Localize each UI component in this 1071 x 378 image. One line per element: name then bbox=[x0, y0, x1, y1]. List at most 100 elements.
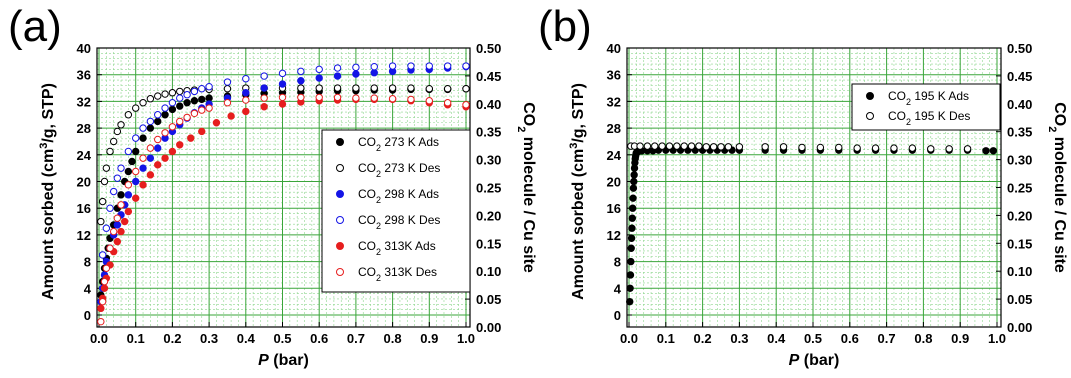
data-point bbox=[187, 134, 195, 142]
y2-tick-label: 0.10 bbox=[476, 264, 501, 279]
data-point bbox=[198, 85, 206, 93]
data-point bbox=[352, 70, 360, 78]
data-point bbox=[176, 141, 184, 149]
legend: CO2 273 K Ads CO2 273 K Des CO2 298 K Ads C… bbox=[321, 129, 471, 293]
y-tick-label: 0 bbox=[84, 308, 91, 323]
data-point bbox=[176, 87, 184, 96]
y-tick-label: 12 bbox=[607, 228, 621, 243]
data-point bbox=[198, 95, 206, 104]
data-point bbox=[462, 101, 470, 109]
data-point bbox=[223, 78, 232, 86]
y2-tick-label: 0.20 bbox=[1007, 208, 1032, 223]
data-point bbox=[117, 191, 125, 199]
y-tick-label: 36 bbox=[77, 68, 91, 83]
data-point bbox=[113, 127, 122, 136]
data-point bbox=[643, 142, 652, 150]
x-tick-label: 0.0 bbox=[620, 331, 638, 346]
data-point bbox=[278, 80, 287, 88]
data-point bbox=[407, 95, 415, 104]
legend-label: CO2 298 K Ads bbox=[358, 187, 439, 205]
data-point bbox=[113, 214, 122, 222]
x-tick-label: 0.7 bbox=[347, 331, 365, 346]
data-point bbox=[139, 164, 147, 172]
y2-tick-label: 0.05 bbox=[1007, 292, 1032, 307]
data-point bbox=[161, 90, 169, 98]
data-point bbox=[695, 142, 703, 150]
data-point bbox=[154, 111, 162, 119]
y-tick-label: 36 bbox=[607, 68, 621, 83]
x-tick-label: 0.4 bbox=[767, 331, 786, 346]
data-point bbox=[109, 187, 118, 196]
data-point bbox=[113, 174, 122, 182]
data-point bbox=[205, 94, 213, 102]
data-point bbox=[106, 147, 114, 156]
data-point bbox=[139, 181, 147, 189]
legend-marker bbox=[866, 112, 874, 120]
data-point bbox=[242, 107, 250, 116]
data-point bbox=[908, 144, 917, 152]
data-point bbox=[161, 104, 169, 112]
y-tick-label: 12 bbox=[77, 228, 91, 243]
data-point bbox=[176, 94, 184, 102]
data-points bbox=[97, 62, 470, 326]
data-point bbox=[146, 124, 155, 132]
y2-tick-label: 0.40 bbox=[1007, 97, 1032, 112]
y2-tick-label: 0.30 bbox=[1007, 153, 1032, 168]
data-point bbox=[680, 142, 688, 150]
legend-label: CO2 273 K Ads bbox=[358, 135, 439, 153]
data-point bbox=[425, 85, 433, 93]
legend-label: CO2 313K Des bbox=[358, 265, 437, 283]
y2-tick-label: 0.05 bbox=[476, 292, 501, 307]
data-point bbox=[161, 154, 169, 162]
data-point bbox=[462, 62, 470, 70]
y2-tick-label: 0.15 bbox=[1007, 236, 1032, 251]
x-tick-label: 0.3 bbox=[730, 331, 748, 346]
data-point bbox=[154, 135, 162, 144]
y-tick-label: 0 bbox=[614, 308, 621, 323]
data-point bbox=[717, 143, 725, 151]
data-point bbox=[927, 145, 935, 153]
data-point bbox=[102, 224, 111, 232]
data-point bbox=[761, 143, 769, 151]
x-tick-label: 0.5 bbox=[273, 331, 291, 346]
data-point bbox=[278, 69, 287, 78]
data-point bbox=[100, 284, 109, 292]
data-point bbox=[120, 217, 129, 226]
data-point bbox=[124, 191, 133, 199]
data-point bbox=[835, 143, 843, 152]
data-point bbox=[161, 129, 169, 137]
data-point bbox=[687, 142, 696, 150]
data-point bbox=[370, 62, 378, 71]
series-4 bbox=[97, 95, 470, 313]
x-tick-label: 0.2 bbox=[163, 331, 181, 346]
data-point bbox=[798, 143, 806, 152]
legend-marker bbox=[336, 190, 344, 198]
data-point bbox=[198, 106, 206, 114]
y2-axis-label: CO2 molecule / Cu site bbox=[515, 102, 537, 273]
data-point bbox=[871, 144, 880, 152]
x-tick-label: 0.0 bbox=[90, 331, 108, 346]
data-point bbox=[627, 257, 635, 266]
data-point bbox=[260, 94, 268, 102]
data-point bbox=[315, 65, 323, 74]
data-point bbox=[297, 93, 305, 102]
y-tick-label: 24 bbox=[607, 148, 622, 163]
data-point bbox=[198, 127, 206, 136]
x-tick-label: 0.9 bbox=[951, 331, 969, 346]
data-point bbox=[124, 111, 133, 119]
data-point bbox=[146, 117, 155, 126]
data-point bbox=[352, 63, 360, 72]
data-point bbox=[628, 224, 636, 232]
data-point bbox=[154, 92, 162, 100]
data-point bbox=[223, 85, 232, 93]
data-point bbox=[100, 277, 109, 286]
data-point bbox=[124, 207, 133, 216]
data-point bbox=[132, 104, 140, 112]
data-point bbox=[627, 234, 636, 242]
data-point bbox=[190, 97, 199, 105]
data-point bbox=[183, 91, 191, 99]
data-point bbox=[370, 68, 378, 77]
data-point bbox=[315, 93, 323, 102]
data-point bbox=[630, 171, 638, 179]
data-point bbox=[205, 83, 213, 91]
